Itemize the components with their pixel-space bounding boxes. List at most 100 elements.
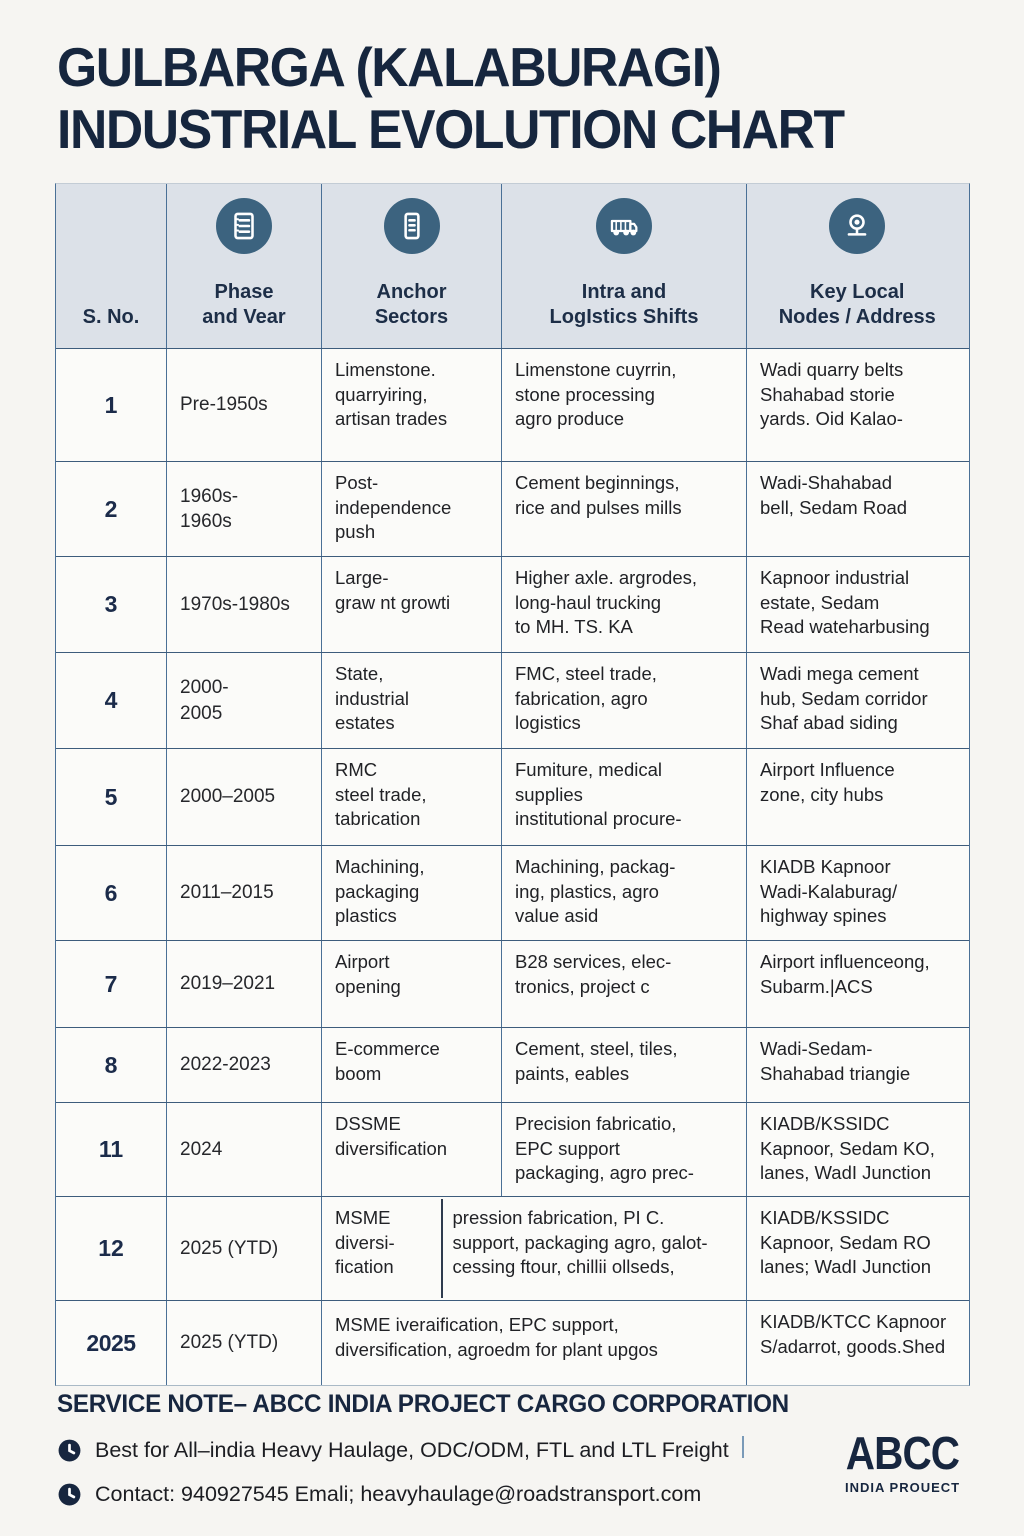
cell-nodes: Airport influenceong, Subarm.|ACS	[746, 941, 968, 1027]
cell-sno: 2025	[86, 1329, 136, 1356]
cell-phase: 2022-2023	[166, 1028, 321, 1102]
clock-icon	[58, 1439, 81, 1462]
header-phase-label: Phase and Vear	[202, 281, 286, 328]
cell-sno: 11	[98, 1136, 124, 1163]
cell-anchor-logistics-merged: MSME diversi- fication pression fabricat…	[321, 1197, 746, 1300]
cell-nodes: KIADB/KTCC Kapnoor S/adarrot, goods.Shed	[746, 1301, 968, 1385]
cell-logistics: Fumiture, medical supplies institutional…	[501, 749, 746, 845]
header-logistics: Intra and LogIstics Shifts	[501, 184, 746, 348]
abcc-logo: ABCC INDIA PROUECT	[838, 1430, 967, 1495]
header-anchor: Anchor Sectors	[321, 184, 501, 348]
table-row: 2025 2025 (YTD) MSME iveraification, EPC…	[56, 1300, 969, 1385]
cell-sno: 8	[104, 1051, 118, 1078]
cell-phase: 2025 (YTD)	[166, 1301, 321, 1385]
cell-sno: 6	[104, 879, 118, 906]
cell-logistics: FMC, steel trade, fabrication, agro logi…	[501, 653, 746, 748]
cell-nodes: Airport Influence zone, city hubs	[746, 749, 968, 845]
cell-nodes: KIADB Kapnoor Wadi-Kalaburag/ highway sp…	[746, 846, 968, 940]
cell-phase: 1960s- 1960s	[166, 462, 321, 556]
cell-sno: 1	[104, 391, 118, 418]
cell-nodes: Wadi quarry belts Shahabad storie yards.…	[746, 349, 968, 461]
cell-nodes: Wadi mega cement hub, Sedam corridor Sha…	[746, 653, 968, 748]
cell-logistics: Precision fabricatio, EPC support packag…	[501, 1103, 746, 1196]
header-logistics-label: Intra and LogIstics Shifts	[549, 281, 699, 328]
table-row: 6 2011–2015 Machining, packaging plastic…	[56, 845, 969, 940]
table-row: 12 2025 (YTD) MSME diversi- fication pre…	[56, 1196, 969, 1300]
footer-bullet-2: Contact: 940927545 Emali; heavyhaulage@r…	[57, 1482, 967, 1507]
cell-logistics: Cement beginnings, rice and pulses mills	[501, 462, 746, 556]
abcc-logo-subtitle: INDIA PROUECT	[845, 1480, 961, 1495]
evolution-table: S. No. Phase and Vear	[55, 183, 970, 1386]
header-nodes: Key Local Nodes / Address	[746, 184, 968, 348]
cell-anchor: State, industrial estates	[321, 653, 501, 748]
footer: SERVICE NOTE– ABCC INDIA PROJECT CARGO C…	[57, 1390, 967, 1507]
location-pin-icon	[829, 198, 886, 254]
cell-phase: 2000- 2005	[166, 653, 321, 748]
header-anchor-label: Anchor Sectors	[374, 281, 449, 328]
header-phase: Phase and Vear	[166, 184, 321, 348]
table-row: 11 2024 DSSME diversification Precision …	[56, 1102, 969, 1196]
cell-anchor: Limenstone. quarryiring, artisan trades	[321, 349, 501, 461]
cell-phase: Pre-1950s	[166, 349, 321, 461]
truck-icon	[596, 198, 652, 254]
service-note-heading: SERVICE NOTE– ABCC INDIA PROJECT CARGO C…	[57, 1390, 789, 1418]
cell-sno: 12	[98, 1235, 124, 1262]
cell-logistics: B28 services, elec- tronics, project c	[501, 941, 746, 1027]
table-row: 4 2000- 2005 State, industrial estates F…	[56, 652, 969, 748]
cell-phase: 2019–2021	[166, 941, 321, 1027]
cell-logistics: pression fabrication, PI C. support, pac…	[452, 1207, 708, 1278]
cell-nodes: Wadi-Shahabad bell, Sedam Road	[746, 462, 968, 556]
cell-anchor-logistics: MSME iveraification, EPC support, divers…	[335, 1314, 658, 1360]
page-title-line2: INDUSTRIAL EVOLUTION CHART	[57, 98, 845, 161]
table-header-row: S. No. Phase and Vear	[56, 184, 969, 348]
cell-sno: 7	[104, 970, 118, 997]
cell-nodes: Kapnoor industrial estate, Sedam Read wa…	[746, 557, 968, 652]
table-row: 8 2022-2023 E-commerce boom Cement, stee…	[56, 1027, 969, 1102]
cell-nodes: KIADB/KSSIDC Kapnoor, Sedam RO lanes; Wa…	[746, 1197, 968, 1300]
header-nodes-label: Key Local Nodes / Address	[778, 281, 936, 328]
footer-bullet-2-text: Contact: 940927545 Emali; heavyhaulage@r…	[95, 1482, 702, 1506]
cell-anchor: Large- graw nt growti	[321, 557, 501, 652]
cell-anchor-logistics-merged: MSME iveraification, EPC support, divers…	[321, 1301, 746, 1385]
cell-phase: 1970s-1980s	[166, 557, 321, 652]
table-row: 1 Pre-1950s Limenstone. quarryiring, art…	[56, 348, 969, 461]
cell-sno: 4	[104, 687, 118, 714]
page-title: GULBARGA (KALABURAGI) INDUSTRIAL EVOLUTI…	[57, 36, 966, 160]
abcc-logo-name: ABCC	[845, 1427, 960, 1479]
table-row: 2 1960s- 1960s Post- independence push C…	[56, 461, 969, 556]
cell-phase: 2000–2005	[166, 749, 321, 845]
footer-bullet-1-text: Best for All–india Heavy Haulage, ODC/OD…	[95, 1438, 729, 1462]
table-row: 5 2000–2005 RMC steel trade, tabrication…	[56, 748, 969, 845]
cell-anchor: Airport opening	[321, 941, 501, 1027]
clock-icon	[58, 1483, 81, 1506]
cell-logistics: Limenstone cuyrrin, stone processing agr…	[501, 349, 746, 461]
inner-cell-divider	[441, 1199, 443, 1298]
cell-logistics: Machining, packag- ing, plastics, agro v…	[501, 846, 746, 940]
cell-logistics: Higher axle. argrodes, long-haul truckin…	[501, 557, 746, 652]
cell-sno: 2	[104, 495, 118, 522]
cell-anchor: MSME diversi- fication	[335, 1207, 395, 1278]
cell-anchor: Machining, packaging plastics	[321, 846, 501, 940]
header-sno-label: S. No.	[82, 306, 140, 328]
header-sno: S. No.	[56, 184, 166, 348]
stray-cursor-mark	[742, 1436, 744, 1458]
cell-sno: 3	[104, 591, 118, 618]
cell-anchor: Post- independence push	[321, 462, 501, 556]
cell-sno: 5	[104, 783, 118, 810]
cell-nodes: Wadi-Sedam- Shahabad triangie	[746, 1028, 968, 1102]
cell-phase: 2011–2015	[166, 846, 321, 940]
page-title-line1: GULBARGA (KALABURAGI)	[57, 36, 722, 98]
cell-logistics: Cement, steel, tiles, paints, eables	[501, 1028, 746, 1102]
cell-anchor: RMC steel trade, tabrication	[321, 749, 501, 845]
table-row: 7 2019–2021 Airport opening B28 services…	[56, 940, 969, 1027]
cell-phase: 2025 (YTD)	[166, 1197, 321, 1300]
footer-bullet-1: Best for All–india Heavy Haulage, ODC/OD…	[57, 1438, 967, 1463]
clipboard-list-icon	[216, 198, 272, 254]
document-icon	[383, 198, 440, 254]
cell-phase: 2024	[166, 1103, 321, 1196]
cell-nodes: KIADB/KSSIDC Kapnoor, Sedam KO, lanes, W…	[746, 1103, 968, 1196]
table-row: 3 1970s-1980s Large- graw nt growti High…	[56, 556, 969, 652]
cell-anchor: DSSME diversification	[321, 1103, 501, 1196]
cell-anchor: E-commerce boom	[321, 1028, 501, 1102]
